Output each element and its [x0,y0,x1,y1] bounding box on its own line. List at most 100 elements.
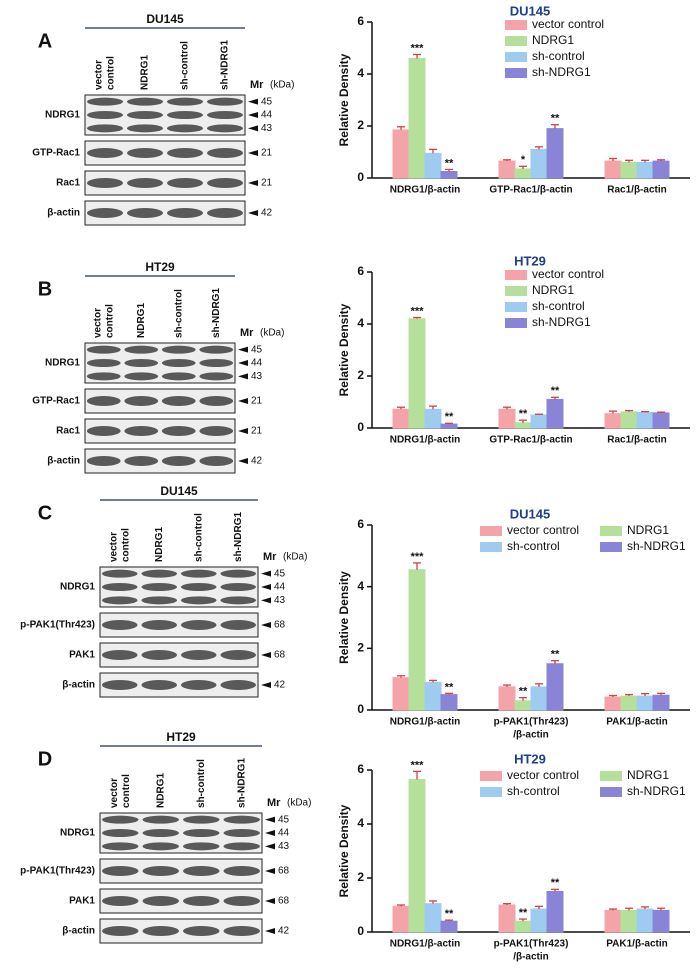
band [87,111,123,119]
band [183,842,220,851]
significance: ** [551,113,560,125]
y-axis-label: Relative Density [337,571,351,664]
band [167,148,203,158]
marker-label: 43 [278,841,290,852]
lane-label: sh-control [193,513,204,562]
legend-swatch [600,787,622,797]
y-tick-label: 2 [357,368,364,382]
band [124,345,159,354]
bar [636,411,654,429]
significance: ** [519,686,528,698]
y-tick-label: 0 [357,170,364,184]
marker-arrow [261,597,271,604]
band [141,680,178,690]
x-tick-label: PAK1/β-actin [606,717,667,728]
marker-label: 44 [251,358,263,369]
band [127,148,163,158]
bar [440,920,458,933]
band [87,178,123,188]
band [199,456,234,466]
marker-arrow [265,830,275,836]
band [183,896,220,906]
band [102,926,139,936]
band [124,372,159,381]
bar [514,168,532,179]
y-tick-label: 2 [357,118,364,132]
marker-arrow [265,868,275,874]
band [86,345,121,354]
bar [498,408,516,429]
band [161,396,196,406]
band [161,456,196,466]
row-label: NDRG1 [45,358,80,369]
marker-arrow [261,570,271,577]
legend-label: vector control [507,523,579,537]
bar [652,412,670,429]
marker-label: 21 [261,148,273,159]
band [101,583,138,591]
band [142,815,179,824]
marker-label: 43 [261,123,273,134]
row-label: PAK1 [69,650,95,661]
lane-label: vector [108,532,119,562]
marker-arrow [238,346,248,353]
marker-arrow [265,816,275,823]
band [180,569,217,578]
bar [498,160,516,179]
legend-swatch [480,771,502,781]
band [127,97,163,106]
row-label: NDRG1 [60,828,95,839]
chart-title: DU145 [510,3,550,18]
legend-swatch [480,542,502,552]
lane-label: NDRG1 [155,773,166,808]
band [87,208,123,218]
cell-line: DU145 [160,484,198,498]
marker-arrow [248,98,258,105]
band [207,208,243,218]
bar [424,408,442,429]
legend-swatch [505,36,527,46]
band [199,372,234,381]
band [124,396,159,406]
bar [530,686,548,711]
y-axis-label: Relative Density [337,804,351,897]
bar [652,160,670,179]
band [142,829,179,837]
legend-swatch [600,526,622,536]
y-tick-label: 6 [357,264,364,278]
lane-label: vector [94,60,105,90]
y-tick-label: 2 [357,870,364,884]
band [161,359,196,367]
lane-label: sh-NDRG1 [220,40,231,90]
marker-label: 21 [251,426,263,437]
row-label: PAK1 [69,896,95,907]
marker-arrow [265,843,275,850]
band [223,815,260,824]
bar [604,413,622,429]
bar [604,160,622,179]
bar [440,171,458,179]
significance: ** [445,411,454,423]
row-label: β-actin [47,456,80,467]
band [223,896,260,906]
band [86,372,121,381]
marker-arrow [248,112,258,118]
band [127,111,163,119]
band [161,426,196,436]
marker-arrow [238,428,248,434]
mr-label: Mr [250,79,264,91]
row-label: GTP-Rac1 [32,396,80,407]
y-tick-label: 6 [357,517,364,531]
lane-label: control [120,528,131,562]
panel-letter: C [38,502,52,524]
bar [392,677,410,711]
x-tick-label: NDRG1/β-actin [390,185,461,196]
band [127,178,163,188]
bar [620,161,638,179]
x-tick-label: PAK1/β-actin [606,939,667,950]
band [207,178,243,188]
lane-label: vector [109,778,120,808]
legend-swatch [480,526,502,536]
x-tick-label: Rac1/β-actin [607,185,666,196]
row-label: Rac1 [56,178,80,189]
